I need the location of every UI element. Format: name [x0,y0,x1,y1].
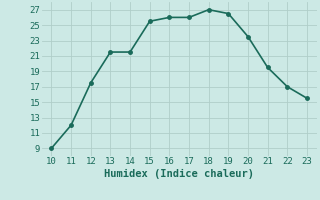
X-axis label: Humidex (Indice chaleur): Humidex (Indice chaleur) [104,169,254,179]
